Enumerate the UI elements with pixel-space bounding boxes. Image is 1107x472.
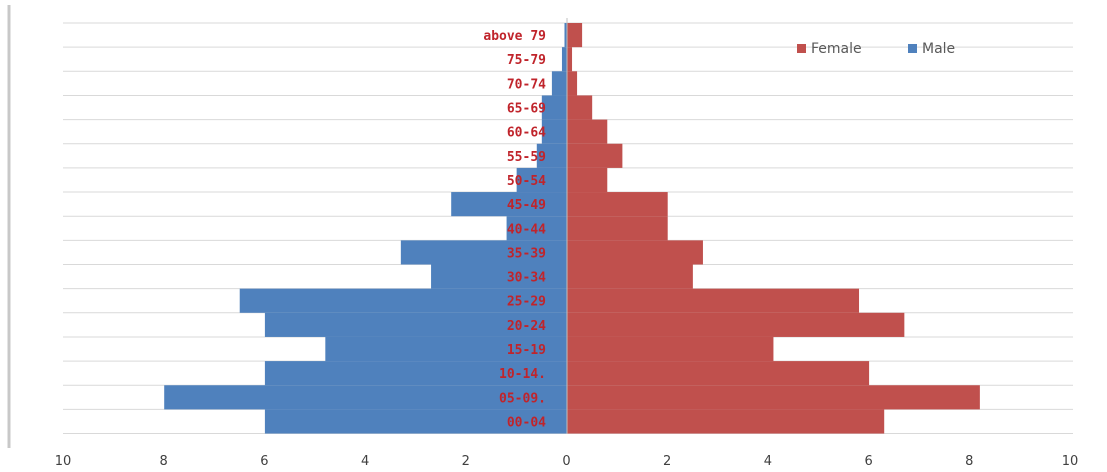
age-group-label: 55-59 bbox=[507, 150, 546, 165]
male-bar bbox=[451, 192, 567, 217]
x-tick-label: 2 bbox=[663, 454, 671, 468]
age-group-label: 15-19 bbox=[507, 343, 546, 358]
male-bar bbox=[264, 409, 567, 434]
male-bar bbox=[264, 361, 567, 386]
x-tick-label: 4 bbox=[764, 454, 772, 468]
female-bar bbox=[567, 71, 578, 96]
age-group-label: 70-74 bbox=[507, 77, 546, 92]
x-axis-tick-labels: 10 8 6 4 2 0 2 4 6 8 10 bbox=[55, 454, 1079, 469]
legend-female-label: Female bbox=[811, 41, 862, 57]
male-bar bbox=[325, 336, 567, 362]
x-tick-label: 10 bbox=[1062, 454, 1079, 468]
female-bar bbox=[567, 216, 668, 241]
female-bar bbox=[567, 23, 583, 48]
age-group-label: 45-49 bbox=[507, 198, 546, 213]
male-bar bbox=[536, 143, 567, 168]
age-group-label: 30-34 bbox=[507, 271, 546, 286]
x-tick-label: 6 bbox=[864, 454, 872, 468]
female-bar bbox=[567, 288, 860, 313]
female-bar bbox=[567, 167, 608, 193]
age-group-label: 65-69 bbox=[507, 102, 546, 117]
age-group-label: 00-04 bbox=[507, 415, 546, 430]
x-tick-label: 8 bbox=[965, 454, 973, 468]
age-group-label: above 79 bbox=[483, 29, 546, 44]
age-group-label: 75-79 bbox=[507, 53, 546, 68]
female-bar bbox=[567, 143, 623, 168]
age-group-label: 40-44 bbox=[507, 222, 546, 237]
female-bar bbox=[567, 385, 980, 410]
x-tick-label: 6 bbox=[260, 454, 268, 468]
male-bar bbox=[264, 312, 567, 337]
age-group-label: 20-24 bbox=[507, 319, 546, 334]
male-bar bbox=[564, 23, 567, 48]
male-bar bbox=[561, 47, 567, 72]
legend: Female Male bbox=[797, 41, 955, 57]
male-bar bbox=[541, 95, 567, 120]
female-bar bbox=[567, 119, 608, 144]
age-group-label: 05-09. bbox=[499, 391, 546, 406]
female-bar bbox=[567, 361, 870, 386]
x-tick-label: 8 bbox=[160, 454, 168, 468]
x-tick-label: 10 bbox=[55, 454, 72, 468]
age-group-label: 10-14. bbox=[499, 367, 546, 382]
male-bar bbox=[239, 288, 567, 313]
female-bar bbox=[567, 192, 668, 217]
age-group-label: 50-54 bbox=[507, 174, 546, 189]
male-bar bbox=[541, 119, 567, 144]
x-tick-label: 0 bbox=[562, 454, 570, 468]
legend-male-label: Male bbox=[922, 41, 955, 57]
x-tick-label: 4 bbox=[361, 454, 369, 468]
female-bar bbox=[567, 47, 573, 72]
legend-female-swatch bbox=[797, 44, 806, 53]
female-bar bbox=[567, 409, 885, 434]
female-bar bbox=[567, 336, 774, 362]
age-group-label: 25-29 bbox=[507, 295, 546, 310]
male-bar bbox=[400, 240, 567, 265]
female-bar bbox=[567, 312, 905, 337]
male-bar bbox=[164, 385, 567, 410]
male-bar bbox=[431, 264, 567, 289]
female-bar bbox=[567, 264, 693, 289]
age-group-label: 35-39 bbox=[507, 246, 546, 261]
female-bar bbox=[567, 95, 593, 120]
female-bar bbox=[567, 240, 703, 265]
legend-male-swatch bbox=[908, 44, 917, 53]
male-bar bbox=[516, 167, 567, 193]
age-group-label: 60-64 bbox=[507, 126, 546, 141]
bars bbox=[164, 23, 980, 434]
male-bar bbox=[506, 216, 567, 241]
male-bar bbox=[551, 71, 567, 96]
x-tick-label: 2 bbox=[462, 454, 470, 468]
category-labels: 00-04 05-09. 10-14. 15-19 20-24 25-29 30-34 35-… bbox=[483, 29, 546, 430]
